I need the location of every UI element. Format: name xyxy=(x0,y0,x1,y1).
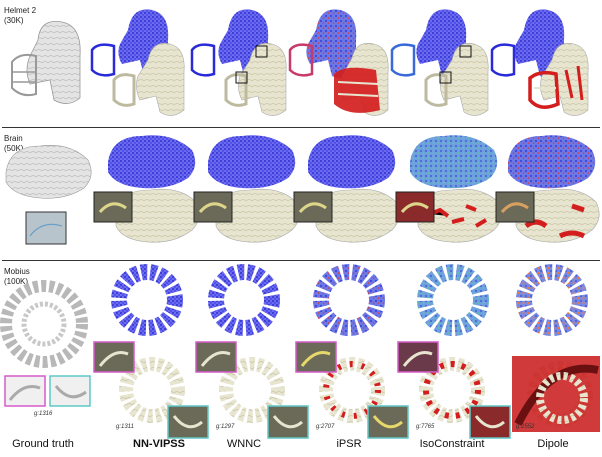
column-title-ground-truth: Ground truth xyxy=(12,438,74,450)
row-separator xyxy=(2,127,600,128)
column-title-dipole: Dipole xyxy=(537,438,569,450)
row-label-mobius: Mobius (100K) xyxy=(4,267,30,286)
genus-label: g:1311 xyxy=(116,424,134,430)
column-title-isoconstraint: IsoConstraint xyxy=(419,438,485,450)
brain-pointclouds xyxy=(108,135,596,189)
row-label-helmet: Helmet 2 (30K) xyxy=(4,6,37,25)
column-title-ipsr: iPSR xyxy=(336,438,362,450)
mobius-ground-truth xyxy=(0,280,91,407)
brain-surfaces xyxy=(93,188,600,243)
row-separator xyxy=(2,260,600,261)
mobius-pointclouds xyxy=(111,264,588,336)
mobius-surfaces xyxy=(93,341,600,439)
row-label-brain: Brain (50K) xyxy=(4,134,24,153)
genus-label: g:1297 xyxy=(216,424,235,430)
genus-label: g:1316 xyxy=(34,411,53,417)
brain-ground-truth xyxy=(5,145,92,245)
column-title-wnnc: WNNC xyxy=(226,438,262,450)
helmet-ground-truth xyxy=(11,21,81,104)
genus-label: g:7765 xyxy=(416,424,435,430)
genus-label: g:2707 xyxy=(316,424,335,430)
column-title-nn-vipss: NN-VIPSS xyxy=(133,438,185,450)
helmet-surfaces xyxy=(112,43,589,116)
genus-label: g:2552 xyxy=(516,424,535,430)
